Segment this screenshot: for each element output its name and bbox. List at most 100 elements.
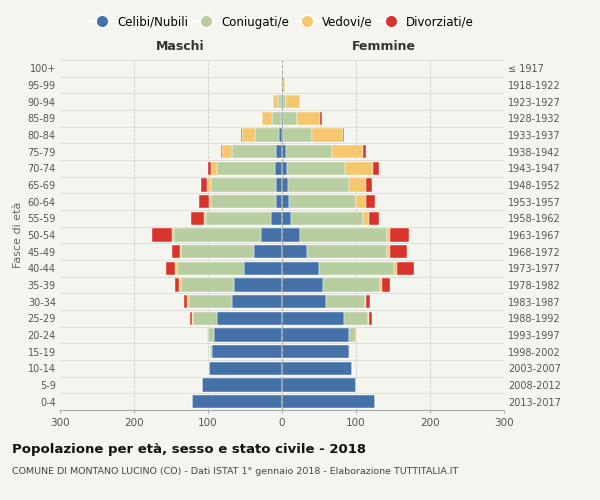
Bar — [217, 162, 275, 175]
Bar — [192, 312, 193, 325]
Bar — [356, 195, 365, 208]
Bar — [172, 228, 174, 241]
Bar — [273, 95, 278, 108]
Bar — [199, 195, 209, 208]
Bar — [207, 178, 211, 192]
Bar — [365, 178, 372, 192]
Bar — [362, 145, 365, 158]
Bar — [211, 195, 276, 208]
Bar — [390, 245, 407, 258]
Bar — [397, 262, 414, 275]
Bar — [181, 278, 234, 291]
Bar — [382, 278, 390, 291]
Bar — [282, 328, 349, 342]
Bar — [175, 262, 177, 275]
Bar — [390, 228, 409, 241]
Bar — [189, 295, 232, 308]
Bar — [282, 295, 326, 308]
Bar — [232, 145, 276, 158]
Bar — [323, 278, 380, 291]
Bar — [286, 95, 300, 108]
Bar — [261, 228, 282, 241]
Bar — [373, 162, 379, 175]
Bar — [177, 262, 244, 275]
Bar — [278, 95, 281, 108]
Bar — [282, 195, 289, 208]
Bar — [349, 345, 350, 358]
Bar — [181, 245, 254, 258]
Bar — [332, 145, 362, 158]
Bar — [190, 312, 192, 325]
Bar — [283, 95, 286, 108]
Bar — [184, 295, 187, 308]
Bar — [187, 295, 189, 308]
Bar — [326, 295, 365, 308]
Bar — [364, 212, 368, 225]
Bar — [282, 128, 283, 141]
Bar — [172, 245, 180, 258]
Bar — [232, 295, 282, 308]
Bar — [282, 395, 374, 408]
Bar — [387, 228, 390, 241]
Bar — [152, 228, 172, 241]
Bar — [370, 312, 371, 325]
Bar — [192, 395, 282, 408]
Bar — [276, 145, 282, 158]
Bar — [242, 128, 256, 141]
Bar — [175, 278, 179, 291]
Bar — [282, 145, 286, 158]
Bar — [345, 162, 373, 175]
Bar — [291, 212, 364, 225]
Bar — [209, 362, 282, 375]
Bar — [271, 212, 282, 225]
Bar — [282, 245, 307, 258]
Bar — [211, 162, 217, 175]
Bar — [394, 262, 397, 275]
Bar — [282, 162, 287, 175]
Bar — [211, 178, 276, 192]
Bar — [276, 195, 282, 208]
Bar — [279, 128, 282, 141]
Bar — [349, 178, 365, 192]
Bar — [365, 195, 374, 208]
Bar — [208, 328, 214, 342]
Bar — [210, 345, 212, 358]
Bar — [282, 278, 323, 291]
Bar — [281, 112, 282, 125]
Bar — [311, 128, 343, 141]
Bar — [234, 278, 282, 291]
Bar — [387, 245, 390, 258]
Bar — [380, 278, 382, 291]
Bar — [282, 362, 352, 375]
Bar — [202, 378, 282, 392]
Text: Femmine: Femmine — [352, 40, 416, 53]
Bar — [204, 212, 206, 225]
Bar — [282, 212, 291, 225]
Bar — [262, 112, 272, 125]
Bar — [276, 178, 282, 192]
Bar — [297, 112, 320, 125]
Bar — [283, 128, 311, 141]
Bar — [365, 295, 367, 308]
Bar — [367, 295, 370, 308]
Bar — [256, 128, 279, 141]
Bar — [214, 328, 282, 342]
Bar — [217, 312, 282, 325]
Bar — [221, 145, 222, 158]
Bar — [180, 245, 181, 258]
Bar — [282, 345, 349, 358]
Bar — [281, 78, 282, 92]
Bar — [254, 245, 282, 258]
Bar — [368, 312, 370, 325]
Bar — [287, 162, 345, 175]
Bar — [275, 162, 282, 175]
Bar — [282, 78, 285, 92]
Text: Popolazione per età, sesso e stato civile - 2018: Popolazione per età, sesso e stato civil… — [12, 442, 366, 456]
Bar — [241, 128, 242, 141]
Bar — [319, 262, 394, 275]
Text: COMUNE DI MONTANO LUCINO (CO) - Dati ISTAT 1° gennaio 2018 - Elaborazione TUTTIT: COMUNE DI MONTANO LUCINO (CO) - Dati IST… — [12, 468, 458, 476]
Bar — [191, 212, 204, 225]
Bar — [320, 112, 322, 125]
Bar — [282, 178, 288, 192]
Text: Maschi: Maschi — [155, 40, 204, 53]
